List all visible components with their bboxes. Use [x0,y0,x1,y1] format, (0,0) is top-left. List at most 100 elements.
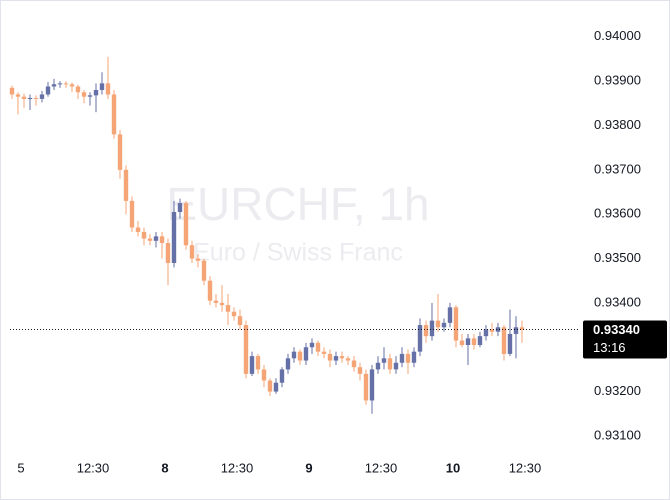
candle-body [339,356,345,359]
y-tick-label: 0.93900 [594,73,641,88]
candle-body [93,90,99,96]
last-price-box [583,320,667,359]
candle-body [357,367,363,374]
candle-body [471,338,477,346]
x-tick-label: 12:30 [509,460,542,475]
candle-body [129,200,135,228]
candle-body [57,83,63,85]
candle-body [309,342,315,348]
candle-body [33,98,39,100]
candle-body [45,86,51,95]
candle-body [273,382,279,392]
candle-body [315,342,321,352]
candle-body [345,358,351,361]
candle-body [393,362,399,370]
last-price-label: 0.93340 [593,322,640,337]
candle-body [237,316,243,326]
candle-body [201,260,207,281]
candle-body [447,307,453,323]
candle-body [177,203,183,212]
y-tick-label: 0.93200 [594,383,641,398]
candle-body [183,203,189,246]
x-tick-label: 8 [161,460,168,475]
candle-body [213,300,219,303]
candle-body [399,353,405,363]
candle-body [75,86,81,93]
candle-body [459,340,465,346]
candle-body [171,211,177,263]
candle-body [453,307,459,341]
candle-body [9,87,15,95]
candle-body [387,358,393,370]
candle-body [87,95,93,97]
candle-body [507,333,513,354]
candle-body [21,96,27,99]
candle-body [513,327,519,334]
candle-body [231,311,237,317]
candle-body [375,362,381,370]
candle-body [327,353,333,361]
candle-body [255,356,261,370]
candle-body [261,369,267,381]
candle-body [63,83,69,85]
candle-body [483,329,489,337]
candle-body [297,351,303,361]
candle-body [405,353,411,363]
candle-body [81,92,87,97]
candle-body [501,327,507,354]
candle-body [195,258,201,261]
candle-body [243,325,249,374]
candle-body [489,329,495,332]
y-tick-label: 0.93100 [594,427,641,442]
candle-body [363,373,369,401]
candle-body [519,327,525,330]
candle-body [159,236,165,244]
watermark-subtitle: Euro / Swiss Franc [193,239,403,267]
candle-body [285,358,291,370]
candle-body [165,243,171,263]
x-tick-label: 5 [17,460,24,475]
candle-body [219,302,225,306]
candle-body [111,94,117,135]
candle-body [105,83,111,95]
candle-body [117,134,123,170]
x-tick-label: 12:30 [221,460,254,475]
candle-body [15,94,21,97]
candle-body [429,320,435,337]
candle-body [351,360,357,368]
y-tick-label: 0.94000 [594,28,641,43]
x-tick-label: 9 [305,460,312,475]
y-tick-label: 0.93700 [594,161,641,176]
candle-body [435,320,441,328]
candle-body [279,369,285,383]
candle-body [225,305,231,312]
candle-body [135,227,141,232]
candle-body [69,84,75,87]
candle-body [369,369,375,401]
candle-body [51,84,57,87]
candle-body [417,325,423,352]
watermark-title: EURCHF, 1h [166,178,429,230]
x-tick-label: 12:30 [77,460,110,475]
candle-body [267,380,273,392]
candle-body [423,325,429,337]
candle-body [441,322,447,328]
x-tick-label: 12:30 [365,460,398,475]
y-tick-label: 0.93600 [594,206,641,221]
candle-body [495,327,501,332]
candle-body [153,236,159,241]
candle-body [147,238,153,241]
candle-body [303,347,309,361]
candle-body [39,94,45,99]
candle-body [141,231,147,239]
candle-body [477,336,483,346]
x-tick-label: 10 [446,460,460,475]
candle-body [465,338,471,346]
candle-body [291,351,297,359]
candle-body [189,245,195,259]
y-tick-label: 0.93800 [594,117,641,132]
candle-body [207,280,213,301]
candle-body [411,351,417,363]
